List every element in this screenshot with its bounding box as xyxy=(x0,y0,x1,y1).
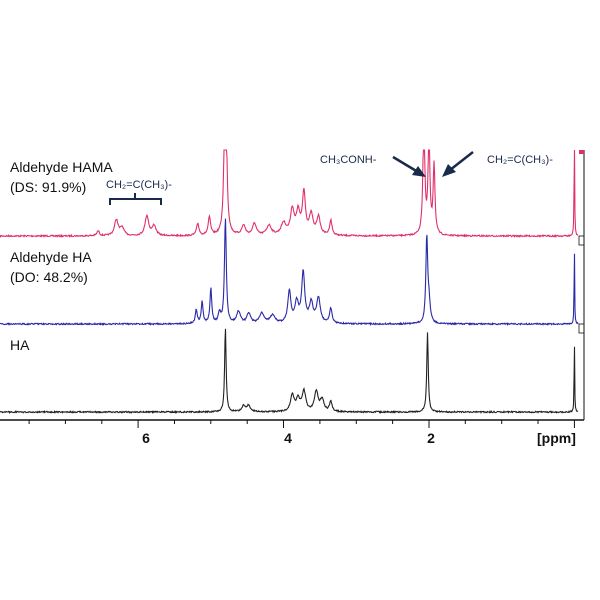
tick-label-4: 4 xyxy=(284,430,292,446)
series-label-ha: HA xyxy=(10,337,30,353)
series-label-aldehyde-ha-do: (DO: 48.2%) xyxy=(10,269,88,285)
annotation-methyl-arrow xyxy=(442,151,474,177)
annotation-methyl: CH₂=C(CH₃)- xyxy=(487,154,553,166)
series-label-aldehyde-hama: Aldehyde HAMA xyxy=(10,159,113,175)
spectrum-trace-0 xyxy=(0,149,579,239)
spectrum-trace-2 xyxy=(0,328,579,415)
tick-label-2: 2 xyxy=(427,430,435,446)
top-clip-marker xyxy=(579,150,584,154)
integral-marker-0 xyxy=(578,235,585,246)
annotation-acetamide: CH₃CONH- xyxy=(320,154,377,166)
series-label-aldehyde-hama-ds: (DS: 91.9%) xyxy=(10,179,86,195)
plot-frame xyxy=(0,150,585,421)
spectrum-traces xyxy=(0,149,579,415)
series-label-aldehyde-ha: Aldehyde HA xyxy=(10,249,92,265)
spectrum-trace-1 xyxy=(0,218,579,327)
integral-marker-1 xyxy=(578,323,585,334)
annotation-vinyl-bracket xyxy=(109,198,162,205)
x-axis-unit: [ppm] xyxy=(537,430,576,446)
x-axis-ticks xyxy=(28,420,575,428)
tick-label-6: 6 xyxy=(142,430,150,446)
annotation-vinyl: CH₂=C(CH₃)- xyxy=(106,179,172,191)
annotation-acetamide-arrow xyxy=(392,155,426,177)
